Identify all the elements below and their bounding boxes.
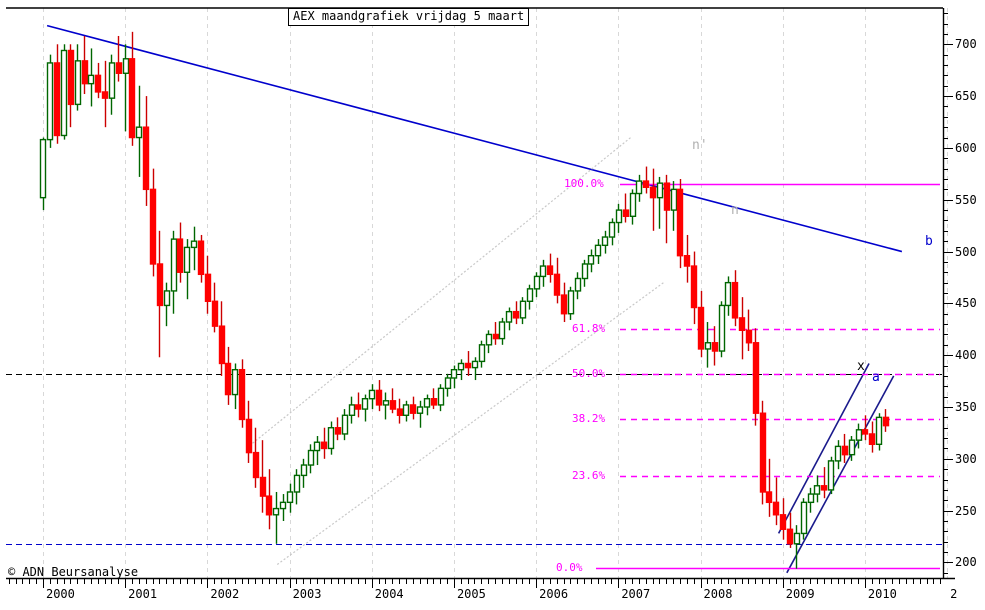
- x-axis-tick-label: 2008: [703, 587, 733, 601]
- x-axis-tick-label: 2009: [785, 587, 815, 601]
- x-axis-tick-label: 2003: [292, 587, 322, 601]
- y-axis-tick-label: 300: [955, 451, 977, 466]
- x-axis-tick-label: 2005: [456, 587, 486, 601]
- x-axis-tick-label: 2006: [539, 587, 569, 601]
- copyright-notice: © ADN Beursanalyse: [8, 565, 139, 579]
- y-axis-tick-label: 200: [955, 555, 977, 570]
- fib-level-label: 61.8%: [572, 322, 606, 336]
- x-axis-tick-label: 2007: [621, 587, 651, 601]
- fib-level-label: 0.0%: [556, 560, 583, 574]
- y-axis-tick-label: 400: [955, 348, 977, 363]
- chart-title: AEX maandgrafiek vrijdag 5 maart: [288, 8, 530, 26]
- fib-level-label: 50.0%: [572, 366, 606, 380]
- annotation-n-prime: n': [692, 138, 708, 153]
- fib-level-label: 23.6%: [572, 469, 606, 483]
- x-axis-tick-label: 2002: [210, 587, 240, 601]
- y-axis-tick-label: 600: [955, 140, 977, 155]
- annotation-a: a: [872, 370, 880, 385]
- annotation-b: b: [925, 234, 933, 249]
- x-axis-tick-label: 2000: [45, 587, 75, 601]
- y-axis-tick-label: 250: [955, 503, 977, 518]
- fib-level-label: 38.2%: [572, 412, 606, 426]
- y-axis-tick-label: 650: [955, 89, 977, 104]
- x-axis-tick-label: 2: [950, 587, 958, 601]
- y-axis-tick-label: 700: [955, 37, 977, 52]
- x-axis-tick-label: 2004: [374, 587, 404, 601]
- x-axis-tick-label: 2010: [867, 587, 897, 601]
- y-axis-tick-label: 350: [955, 400, 977, 414]
- fib-level-label: 100.0%: [564, 177, 604, 191]
- y-axis-tick-label: 450: [955, 296, 977, 311]
- y-axis-tick-label: 500: [955, 244, 977, 259]
- y-axis-tick-label: 550: [955, 192, 977, 207]
- x-axis-tick-label: 2001: [128, 587, 158, 601]
- annotation-n: n: [731, 203, 739, 218]
- annotation-x: x: [857, 359, 865, 374]
